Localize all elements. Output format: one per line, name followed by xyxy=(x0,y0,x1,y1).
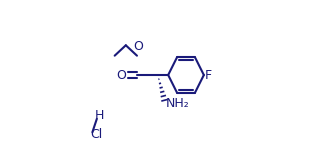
Text: F: F xyxy=(204,69,212,81)
Text: O: O xyxy=(116,69,126,81)
Text: O: O xyxy=(133,40,143,53)
Text: H: H xyxy=(95,109,104,122)
Text: NH₂: NH₂ xyxy=(166,98,190,111)
Text: Cl: Cl xyxy=(90,128,102,141)
